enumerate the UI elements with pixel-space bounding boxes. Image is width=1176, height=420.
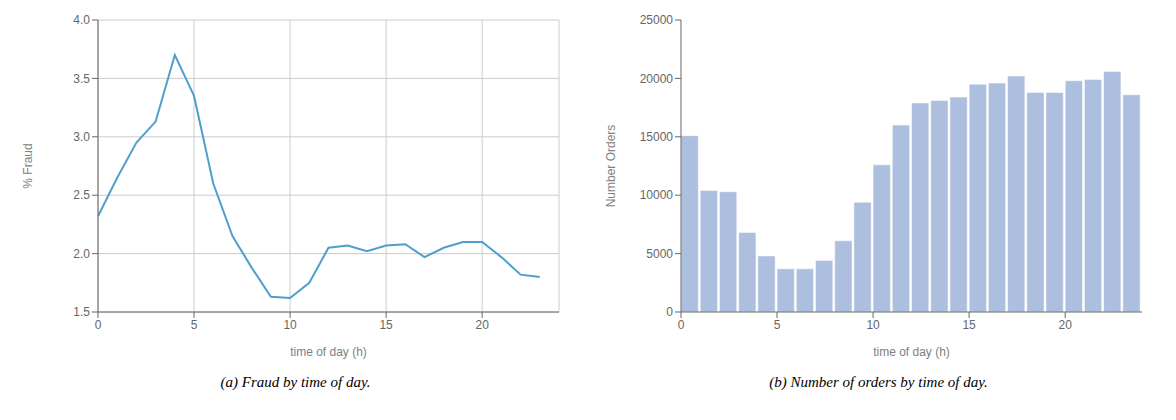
svg-text:15: 15 xyxy=(962,318,976,332)
svg-text:3.5: 3.5 xyxy=(73,72,90,86)
svg-text:time of day (h): time of day (h) xyxy=(873,345,950,359)
svg-text:0: 0 xyxy=(666,305,673,319)
svg-text:15: 15 xyxy=(379,318,393,332)
svg-text:2.0: 2.0 xyxy=(73,247,90,261)
svg-text:20000: 20000 xyxy=(640,72,674,86)
svg-text:2.5: 2.5 xyxy=(73,188,90,202)
svg-text:Number Orders: Number Orders xyxy=(604,125,618,208)
svg-text:5000: 5000 xyxy=(646,247,673,261)
html-text:(b) Number of orders by time o: (b) Number of orders by time of day. xyxy=(769,374,988,390)
svg-text:0: 0 xyxy=(678,318,685,332)
svg-text:time of day (h): time of day (h) xyxy=(290,345,367,359)
svg-text:0: 0 xyxy=(95,318,102,332)
svg-text:20: 20 xyxy=(475,318,489,332)
svg-text:3.0: 3.0 xyxy=(73,130,90,144)
svg-text:5: 5 xyxy=(774,318,781,332)
html-text:(a) Fraud by time of day.: (a) Fraud by time of day. xyxy=(220,374,371,390)
svg-text:20: 20 xyxy=(1058,318,1072,332)
svg-text:10: 10 xyxy=(866,318,880,332)
svg-text:1.5: 1.5 xyxy=(73,305,90,319)
svg-text:4.0: 4.0 xyxy=(73,13,90,27)
svg-text:25000: 25000 xyxy=(640,13,674,27)
svg-text:% Fraud: % Fraud xyxy=(21,143,35,188)
svg-text:10000: 10000 xyxy=(640,188,674,202)
svg-text:15000: 15000 xyxy=(640,130,674,144)
svg-text:5: 5 xyxy=(191,318,198,332)
svg-text:10: 10 xyxy=(283,318,297,332)
